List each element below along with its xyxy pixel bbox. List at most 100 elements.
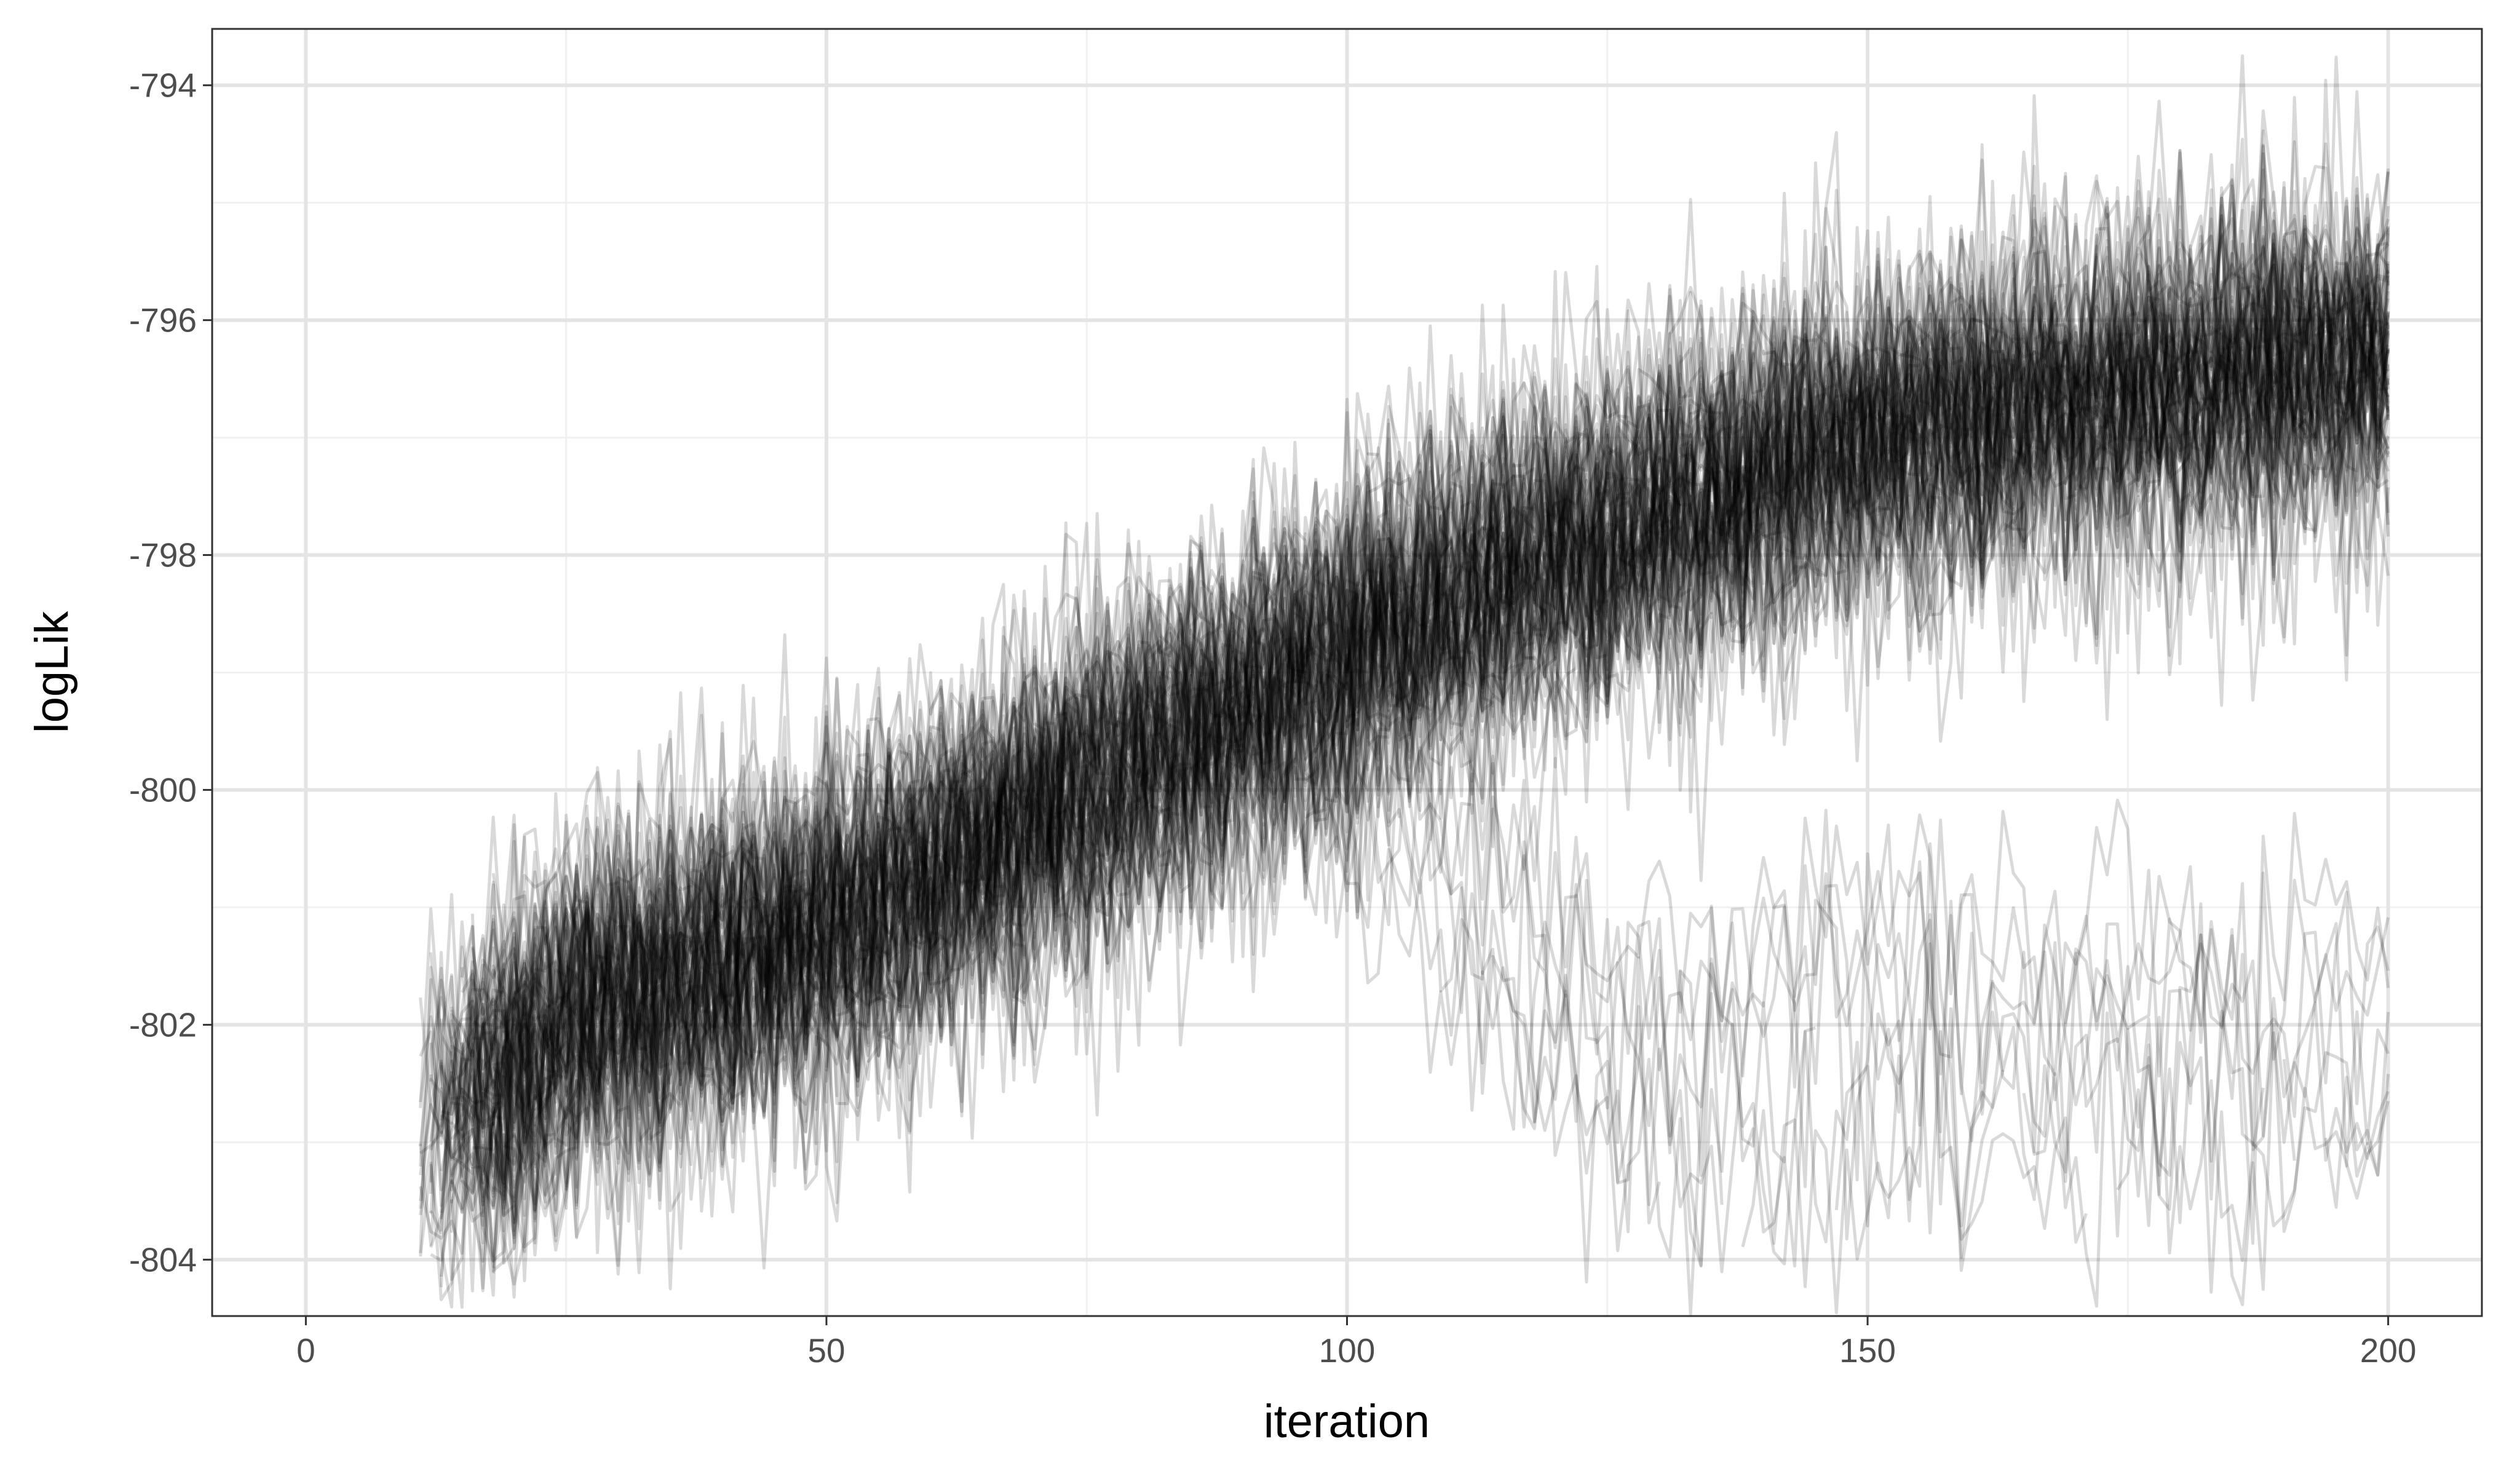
chain-trace-line xyxy=(460,226,2390,1282)
chain-trace-line xyxy=(491,270,2390,1210)
chain-trace-line xyxy=(429,197,2390,1234)
x-tick-label: 0 xyxy=(296,1331,315,1370)
chain-trace-line xyxy=(429,152,2388,1194)
chain-trace-line xyxy=(450,251,2390,1215)
chain-trace-line xyxy=(419,321,2390,1263)
chain-trace-line xyxy=(493,579,2390,1245)
chain-trace-line xyxy=(472,197,2390,1155)
chain-trace-line xyxy=(491,182,2390,1274)
chain-trace-line xyxy=(492,317,2390,1270)
chain-trace-line xyxy=(460,253,2390,1213)
y-tick-label: -802 xyxy=(129,1005,197,1044)
y-tick-label: -798 xyxy=(129,536,197,574)
chain-trace-line xyxy=(419,54,2390,1171)
chain-trace-line xyxy=(430,271,2390,1269)
axes: 0 50 100 150 200 -804 -802 -800 -798 -796 -794 xyxy=(129,66,2417,1370)
chain-trace-line xyxy=(481,303,2390,1218)
chain-trace-line xyxy=(460,528,2390,1147)
chain-trace-line xyxy=(429,246,2390,1221)
chain-trace-line xyxy=(440,237,2390,1288)
chain-trace-line xyxy=(450,176,2390,1178)
chain-trace-line xyxy=(460,238,2390,1120)
x-axis-title: iteration xyxy=(1264,1395,1430,1448)
chain-trace-line xyxy=(419,149,2390,1184)
chain-trace-line xyxy=(481,243,2390,1167)
chain-trace-line xyxy=(470,242,2390,1154)
chain-trace-line xyxy=(440,240,2390,1221)
chain-trace-line xyxy=(440,215,2390,1286)
chain-trace-line xyxy=(481,163,2390,1251)
chain-trace-line xyxy=(461,55,2390,1133)
chain-trace-line xyxy=(450,239,2390,1290)
chain-trace-line xyxy=(491,262,2390,1210)
chain-trace-line xyxy=(460,142,2389,1111)
chain-trace-line xyxy=(429,521,2390,1274)
chain-trace-line xyxy=(450,194,2390,1265)
chain-trace-line xyxy=(491,149,2390,1178)
chain-trace-line xyxy=(440,555,2390,1293)
chain-trace-line xyxy=(470,207,2389,1232)
chain-trace-line xyxy=(450,131,2389,1141)
x-tick-label: 50 xyxy=(807,1331,845,1370)
chain-trace-line xyxy=(440,287,2390,1237)
chain-trace-line xyxy=(450,188,2390,1309)
chain-trace-line xyxy=(419,201,2390,1155)
chain-trace-line xyxy=(429,204,2390,1301)
chain-trace-line xyxy=(450,94,2390,1253)
chain-trace-line xyxy=(429,189,2390,1202)
y-tick-label: -796 xyxy=(129,301,197,339)
y-axis-title: logLik xyxy=(26,611,78,734)
chain-trace-line xyxy=(470,244,2390,1194)
chain-trace-line xyxy=(472,253,2390,1210)
chain-trace-line xyxy=(419,512,2390,1308)
chain-trace-line xyxy=(450,189,2390,1119)
chain-trace-line xyxy=(419,165,2390,1128)
chain-trace-line xyxy=(440,243,2390,1226)
chain-trace-line xyxy=(450,267,2390,1195)
chain-trace-line xyxy=(429,244,2390,1201)
chain-trace-line xyxy=(470,263,2390,1161)
chain-trace-line xyxy=(481,265,2390,1262)
chain-trace-line xyxy=(461,266,2390,1199)
chain-trace-line xyxy=(470,231,2390,1168)
chain-trace-line xyxy=(450,145,2390,1178)
chain-trace-line xyxy=(460,236,2390,1184)
chain-trace-line xyxy=(491,187,2390,1180)
chain-trace-line xyxy=(440,143,2390,1219)
chain-trace-line xyxy=(491,143,2390,1128)
chain-trace-line xyxy=(419,195,2390,1147)
series-lines xyxy=(419,54,2390,1315)
grid xyxy=(212,29,2482,1316)
chain-trace-line xyxy=(481,227,2390,1224)
chain-trace-line xyxy=(460,168,2390,1185)
chain-trace-line xyxy=(470,246,2390,1275)
chain-trace-line xyxy=(429,198,2390,1291)
chain-trace-line xyxy=(419,216,2390,1202)
chain-trace-line xyxy=(440,193,2390,1184)
chain-trace-line xyxy=(481,207,2390,1192)
chain-trace-line xyxy=(491,276,2390,1231)
chain-trace-line xyxy=(429,557,2390,1272)
chain-trace-line xyxy=(492,215,2390,1101)
chain-trace-line xyxy=(419,326,2390,1309)
y-tick-label: -804 xyxy=(129,1240,197,1279)
chain-trace-line xyxy=(491,129,2390,1071)
chain-trace-line xyxy=(481,704,2390,1299)
chain-trace-line xyxy=(440,194,2390,1159)
chain-trace-line xyxy=(481,164,2390,1130)
chain-trace-line xyxy=(419,253,2390,1227)
chain-trace-line xyxy=(440,207,2390,1207)
chain-trace-line xyxy=(450,205,2390,1195)
chain-trace-line xyxy=(450,140,2390,1117)
chain-trace-line xyxy=(481,322,2390,1248)
chain-trace-line xyxy=(470,305,2390,1293)
y-tick-label: -800 xyxy=(129,771,197,809)
chain-trace-line xyxy=(481,298,2390,1243)
chain-trace-line xyxy=(419,270,2390,1247)
chain-trace-line xyxy=(419,233,2390,1199)
chain-trace-line xyxy=(419,205,2390,1210)
chain-trace-line xyxy=(440,253,2390,1277)
chain-trace-line xyxy=(481,223,2390,1200)
